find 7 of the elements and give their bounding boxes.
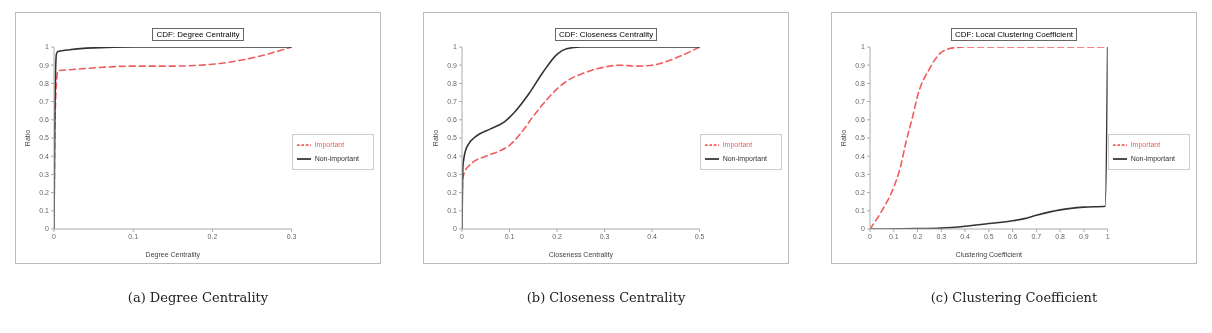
chart-title: CDF: Local Clustering Coefficient [950, 28, 1078, 41]
text: (a) Degree Centrality [127, 290, 269, 305]
text: (b) Closeness Centrality [526, 290, 686, 305]
text: (c) Clustering Coefficient [930, 290, 1098, 305]
line-series [870, 47, 1108, 229]
chart-title: CDF: Closeness Centrality [554, 28, 658, 41]
chart-title: CDF: Degree Centrality [152, 28, 244, 41]
